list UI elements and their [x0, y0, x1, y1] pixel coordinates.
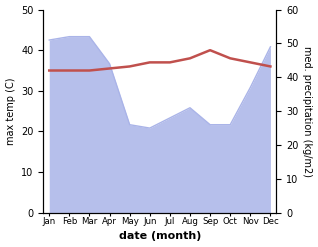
Y-axis label: max temp (C): max temp (C) — [5, 77, 16, 145]
X-axis label: date (month): date (month) — [119, 231, 201, 242]
Y-axis label: med. precipitation (kg/m2): med. precipitation (kg/m2) — [302, 46, 313, 177]
